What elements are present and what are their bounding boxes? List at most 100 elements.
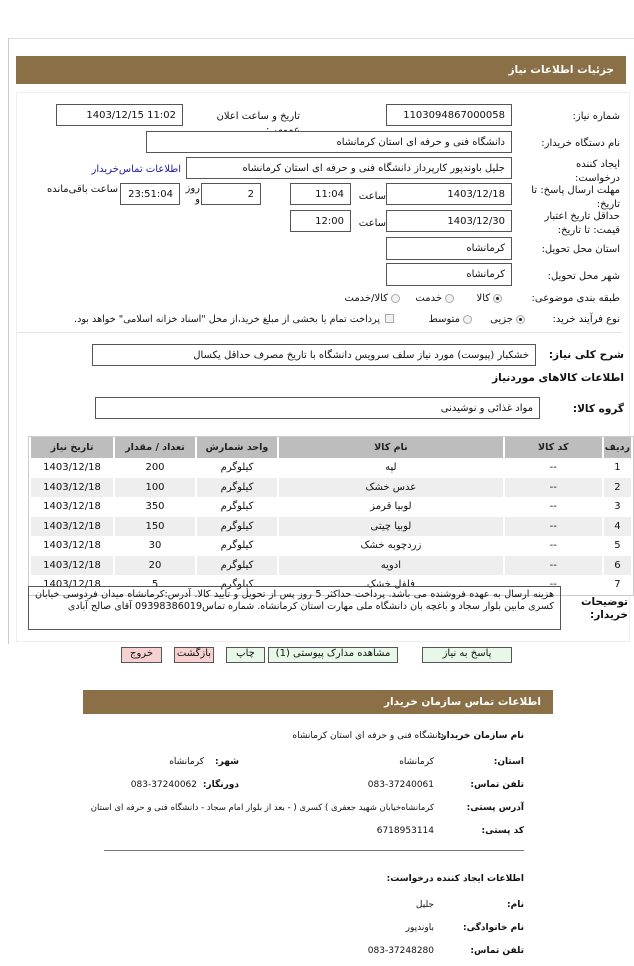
cell-row: 4 xyxy=(603,516,631,536)
family-value: باوندپور xyxy=(405,923,434,933)
cell-unit: کیلوگرم xyxy=(220,540,254,552)
cell-name: عدس خشک xyxy=(279,477,503,497)
cell-row: 1 xyxy=(614,462,621,474)
exit-button[interactable]: خروج xyxy=(121,647,162,663)
cell-unit: کیلوگرم xyxy=(220,579,254,591)
cell-unit: کیلوگرم xyxy=(220,462,254,474)
treasury-checkbox[interactable] xyxy=(385,314,394,323)
category-radio-goods-service[interactable] xyxy=(391,294,400,303)
buyer-contact-link[interactable]: اطلاعات تماس‌خریدار xyxy=(91,164,181,175)
cell-quantity: 30 xyxy=(148,540,162,552)
org-value: دانشگاه فنی و حرفه ای استان کرمانشاه xyxy=(292,731,444,741)
back-button[interactable]: بازگشت xyxy=(174,647,214,663)
city-contact-value: کرمانشاه xyxy=(169,757,204,767)
contact-header: اطلاعات تماس سازمان خریدار xyxy=(83,690,553,714)
cell-row: 6 xyxy=(603,555,631,575)
divider xyxy=(18,332,622,333)
cell-row: 2 xyxy=(603,477,631,497)
days-label: روز و xyxy=(185,183,201,205)
goods-table: ردیف کد کالا نام کالا واحد شمارش تعداد /… xyxy=(28,436,634,596)
cell-date: 1403/12/18 xyxy=(31,555,113,575)
city-label: شهر محل تحویل: xyxy=(547,271,620,282)
cell-unit: کیلوگرم xyxy=(220,501,254,513)
announce-field: 1403/12/15 11:02 xyxy=(56,104,183,126)
city-contact-label: شهر: xyxy=(215,757,239,767)
cell-quantity: 5 xyxy=(151,579,159,591)
validity-date-field: 1403/12/30 xyxy=(386,210,512,232)
cell-name: ادویه xyxy=(279,555,503,575)
col-quantity: تعداد / مقدار xyxy=(115,437,195,458)
form-panel xyxy=(16,92,630,642)
buyer-field: دانشگاه فنی و حرفه ای استان کرمانشاه xyxy=(146,131,512,153)
postal-value: 6718953114 xyxy=(376,826,434,836)
cell-date: 1403/12/18 xyxy=(31,516,113,536)
category-radio-goods[interactable] xyxy=(493,294,502,303)
buyer-label: نام دستگاه خریدار: xyxy=(541,138,620,149)
col-unit: واحد شمارش xyxy=(197,437,277,458)
view-attachments-button[interactable]: مشاهده مدارک پیوستی (1) xyxy=(268,647,398,663)
cell-code: -- xyxy=(549,501,557,513)
need-number-label: شماره نیاز: xyxy=(572,111,621,122)
process-radio-minor[interactable] xyxy=(516,315,525,324)
table-row: 3 -- لوبیا قرمز کیلوگرم 350 1403/12/18 xyxy=(31,497,631,517)
cell-quantity: 20 xyxy=(115,555,195,575)
address-value: کرمانشاه‌خیابان شهید جعفری ) کسری ( - بع… xyxy=(90,803,434,813)
contact-title: اطلاعات تماس سازمان خریدار xyxy=(384,696,541,708)
creator-label: ایجاد کننده درخواست: xyxy=(575,159,620,184)
announce-label: تاریخ و ساعت اعلان عمومی: xyxy=(216,111,300,136)
org-label: نام سازمان خریدار: xyxy=(437,731,524,741)
process-minor-label: جزیی xyxy=(490,314,513,325)
details-panel-border xyxy=(8,38,634,644)
cell-code: -- xyxy=(504,477,602,497)
table-row: 6 -- ادویه کیلوگرم 20 1403/12/18 xyxy=(31,555,631,575)
phone-label: تلفن تماس: xyxy=(470,780,524,790)
notes-field: هزینه ارسال به عهده فروشنده می باشد. پرد… xyxy=(28,586,561,630)
cell-quantity: 150 xyxy=(115,516,195,536)
category-service-label: خدمت xyxy=(415,293,442,304)
cell-name: لوبیا چیتی xyxy=(279,516,503,536)
cell-code: -- xyxy=(504,555,602,575)
need-number-field: 1103094867000058 xyxy=(386,104,512,126)
cell-date: 1403/12/18 xyxy=(43,540,101,552)
time-remaining-label: ساعت باقی‌مانده xyxy=(46,184,118,195)
name-label: نام: xyxy=(507,900,524,910)
cell-name: فلفل خشک xyxy=(366,579,415,591)
cell-unit: کیلوگرم xyxy=(197,477,277,497)
table-row: 1 -- لپه کیلوگرم 200 1403/12/18 xyxy=(31,458,631,478)
days-remaining-field: 2 xyxy=(201,183,261,205)
category-radio-service[interactable] xyxy=(445,294,454,303)
summary-label: شرح کلی نیاز: xyxy=(548,349,624,361)
cell-row: 7 xyxy=(614,579,621,591)
contact-divider xyxy=(104,850,524,851)
col-code: کد کالا xyxy=(504,437,602,458)
details-title: جزئیات اطلاعات نیاز xyxy=(508,64,614,76)
province-contact-value: کرمانشاه xyxy=(399,757,434,767)
name-value: جلیل xyxy=(415,900,434,910)
fax-value: 083-37240062 xyxy=(130,780,197,790)
notes-text: هزینه ارسال به عهده فروشنده می باشد. پرد… xyxy=(35,589,555,612)
process-label: نوع فرآیند خرید: xyxy=(552,314,621,325)
table-header-row: ردیف کد کالا نام کالا واحد شمارش تعداد /… xyxy=(31,437,631,458)
group-field: مواد غذائی و نوشیدنی xyxy=(95,397,540,419)
deadline-time-field: 11:04 xyxy=(290,183,351,205)
creator-heading: اطلاعات ایجاد کننده درخواست: xyxy=(386,874,524,884)
goods-heading: اطلاعات کالاهای موردنیاز xyxy=(492,372,624,384)
creator-phone-value: 083-37248280 xyxy=(367,946,434,956)
process-medium-label: متوسط xyxy=(428,314,460,325)
cell-date: 1403/12/18 xyxy=(43,501,101,513)
creator-field: جلیل باوندپور کارپرداز دانشگاه فنی و حرف… xyxy=(186,157,512,179)
deadline-label: مهلت ارسال پاسخ: تا تاریخ: xyxy=(531,185,620,210)
deadline-date-field: 1403/12/18 xyxy=(386,183,512,205)
reply-button[interactable]: پاسخ به نیاز xyxy=(422,647,512,663)
cell-name: لپه xyxy=(385,462,397,474)
process-radio-medium[interactable] xyxy=(463,315,472,324)
cell-date: 1403/12/18 xyxy=(43,579,101,591)
table-row: 4 -- لوبیا چیتی کیلوگرم 150 1403/12/18 xyxy=(31,516,631,536)
col-date: تاریخ نیاز xyxy=(31,437,113,458)
cell-code: -- xyxy=(504,516,602,536)
print-button[interactable]: چاپ xyxy=(226,647,265,663)
cell-code: -- xyxy=(549,462,557,474)
province-contact-label: استان: xyxy=(493,757,524,767)
cell-quantity: 200 xyxy=(145,462,165,474)
cell-row: 5 xyxy=(614,540,621,552)
